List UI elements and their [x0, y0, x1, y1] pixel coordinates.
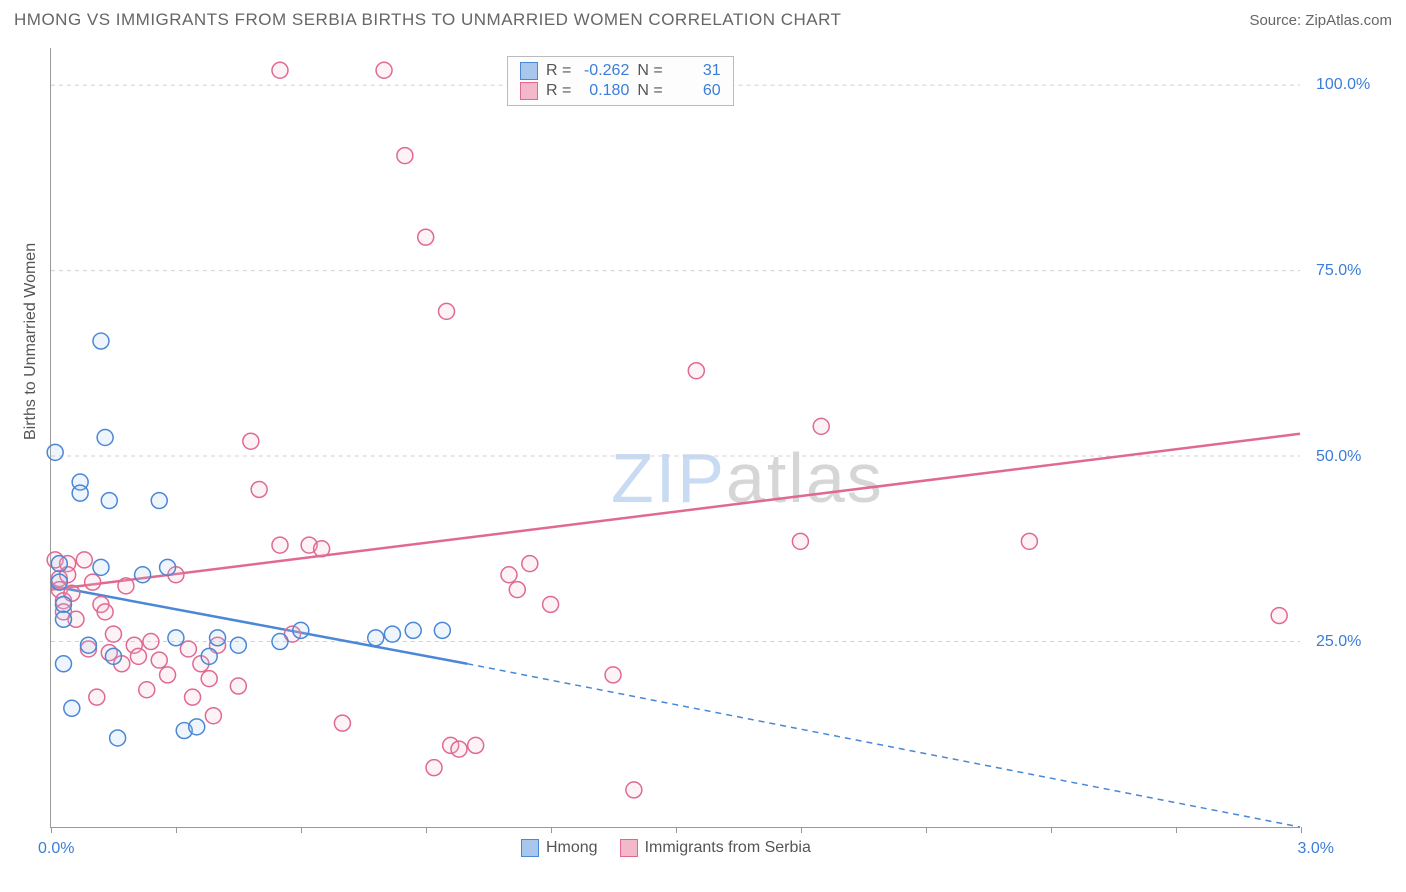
x-tick	[301, 827, 302, 833]
plot-area: ZIPatlas R = -0.262 N = 31 R = 0.180 N =…	[50, 48, 1300, 828]
plot-svg	[51, 48, 1300, 827]
x-tick	[801, 827, 802, 833]
y-tick-label: 100.0%	[1316, 76, 1370, 94]
stat-n-serbia: 60	[671, 82, 721, 100]
stat-r-hmong: -0.262	[579, 62, 629, 80]
legend-label-serbia: Immigrants from Serbia	[645, 839, 811, 857]
x-tick	[51, 827, 52, 833]
stat-label-r: R =	[546, 82, 571, 100]
x-tick	[926, 827, 927, 833]
swatch-hmong	[520, 62, 538, 80]
legend-swatch-serbia	[620, 839, 638, 857]
legend-item-serbia: Immigrants from Serbia	[620, 839, 811, 857]
chart-source: Source: ZipAtlas.com	[1249, 12, 1392, 29]
legend-stats-row-hmong: R = -0.262 N = 31	[520, 62, 721, 80]
x-tick	[551, 827, 552, 833]
stat-r-serbia: 0.180	[579, 82, 629, 100]
legend-stats-box: R = -0.262 N = 31 R = 0.180 N = 60	[507, 56, 734, 106]
x-tick	[676, 827, 677, 833]
legend-bottom: Hmong Immigrants from Serbia	[521, 839, 811, 857]
y-tick-label: 75.0%	[1316, 262, 1361, 280]
legend-label-hmong: Hmong	[546, 839, 598, 857]
chart-title: HMONG VS IMMIGRANTS FROM SERBIA BIRTHS T…	[14, 10, 841, 30]
legend-item-hmong: Hmong	[521, 839, 598, 857]
stat-n-hmong: 31	[671, 62, 721, 80]
y-axis-title: Births to Unmarried Women	[22, 243, 40, 440]
swatch-serbia	[520, 82, 538, 100]
y-tick-label: 25.0%	[1316, 633, 1361, 651]
legend-swatch-hmong	[521, 839, 539, 857]
x-tick	[176, 827, 177, 833]
legend-stats-row-serbia: R = 0.180 N = 60	[520, 82, 721, 100]
stat-label-n: N =	[637, 62, 662, 80]
stat-label-r: R =	[546, 62, 571, 80]
x-tick	[426, 827, 427, 833]
x-axis-label-max: 3.0%	[1298, 840, 1334, 858]
x-axis-label-min: 0.0%	[38, 840, 74, 858]
x-tick	[1301, 827, 1302, 833]
y-tick-label: 50.0%	[1316, 448, 1361, 466]
stat-label-n: N =	[637, 82, 662, 100]
x-tick	[1176, 827, 1177, 833]
title-bar: HMONG VS IMMIGRANTS FROM SERBIA BIRTHS T…	[14, 10, 1392, 30]
x-tick	[1051, 827, 1052, 833]
